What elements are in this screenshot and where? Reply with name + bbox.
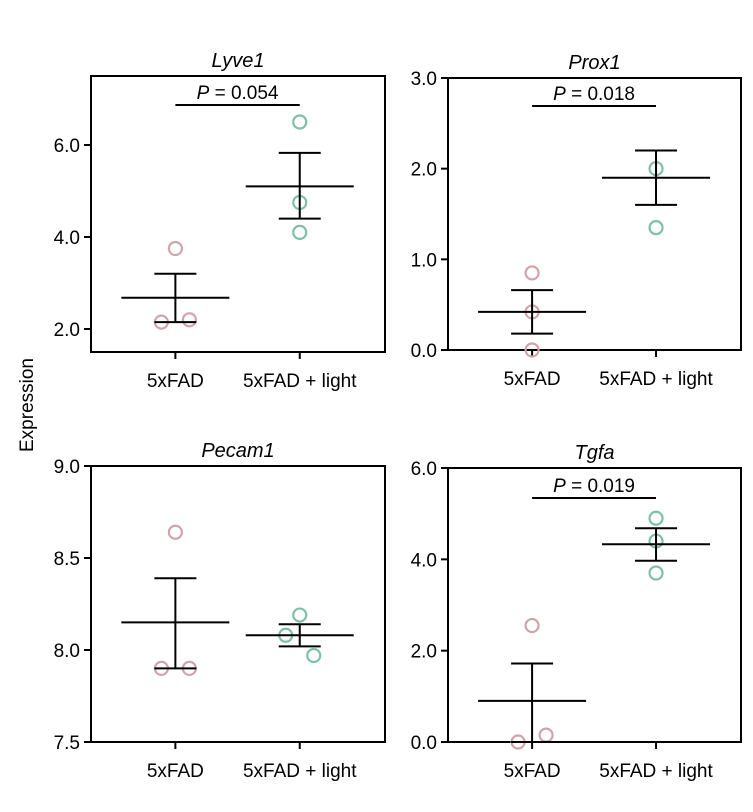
- data-point: [648, 510, 664, 526]
- y-tick-label: 1.0: [411, 250, 437, 271]
- y-tick-label: 2.0: [411, 160, 437, 181]
- data-point: [524, 617, 540, 634]
- y-tick-label: 8.5: [54, 549, 80, 570]
- x-category-label: 5xFAD: [504, 369, 561, 390]
- data-point: [538, 727, 554, 743]
- x-category-label: 5xFAD + light: [599, 761, 713, 782]
- panel-3: Pecam1 7.5 8.0 8.5 9.0 5xFAD 5xFAD + light: [54, 440, 386, 782]
- data-point: [648, 565, 664, 581]
- panel-title: Pecam1: [201, 440, 274, 462]
- panel-title: Prox1: [568, 52, 620, 74]
- data-point: [292, 607, 308, 623]
- y-axis-label: Expression: [17, 358, 38, 452]
- data-point: [167, 524, 183, 540]
- x-category-label: 5xFAD: [504, 761, 561, 782]
- plot-frame: [90, 465, 386, 743]
- y-tick-label: 0.0: [411, 733, 437, 754]
- y-tick-label: 2.0: [54, 320, 80, 341]
- plot-frame: [447, 467, 742, 743]
- data-point: [181, 312, 197, 328]
- plot-frame: [447, 77, 742, 351]
- data-point: [167, 240, 183, 257]
- y-tick-label: 9.0: [54, 457, 80, 478]
- panel-2: Prox1 0.0 1.0 2.0 3.0 5xFAD 5xFAD + light P = 0…: [411, 52, 742, 390]
- y-tick-label: 0.0: [411, 341, 437, 362]
- panel-title: Tgfa: [574, 442, 614, 464]
- x-category-label: 5xFAD + light: [243, 761, 357, 782]
- data-point: [292, 224, 308, 240]
- y-tick-label: 4.0: [411, 550, 437, 571]
- y-tick-label: 6.0: [411, 459, 437, 480]
- y-tick-label: 4.0: [54, 228, 80, 249]
- data-point: [306, 647, 322, 664]
- plot-frame: [90, 75, 386, 353]
- data-point: [292, 114, 308, 130]
- data-point: [524, 265, 540, 281]
- y-tick-label: 3.0: [411, 69, 437, 90]
- y-tick-label: 7.5: [54, 733, 80, 754]
- y-tick-label: 2.0: [411, 642, 437, 663]
- y-tick-label: 8.0: [54, 641, 80, 662]
- x-category-label: 5xFAD + light: [243, 371, 357, 392]
- panel-4: Tgfa 0.0 2.0 4.0 6.0 5xFAD 5xFAD + light P = 0.…: [411, 442, 742, 782]
- p-value-label: P = 0.018: [553, 84, 635, 105]
- panel-1: Lyve1 2.0 4.0 6.0 5xFAD 5xFAD + light P = 0.05…: [54, 50, 386, 392]
- panel-title: Lyve1: [211, 50, 264, 72]
- data-point: [524, 342, 540, 358]
- x-category-label: 5xFAD + light: [599, 369, 713, 390]
- y-tick-label: 6.0: [54, 136, 80, 157]
- x-category-label: 5xFAD: [147, 371, 204, 392]
- x-category-label: 5xFAD: [147, 761, 204, 782]
- data-point: [648, 220, 664, 236]
- p-value-label: P = 0.054: [197, 83, 279, 104]
- p-value-label: P = 0.019: [553, 476, 635, 497]
